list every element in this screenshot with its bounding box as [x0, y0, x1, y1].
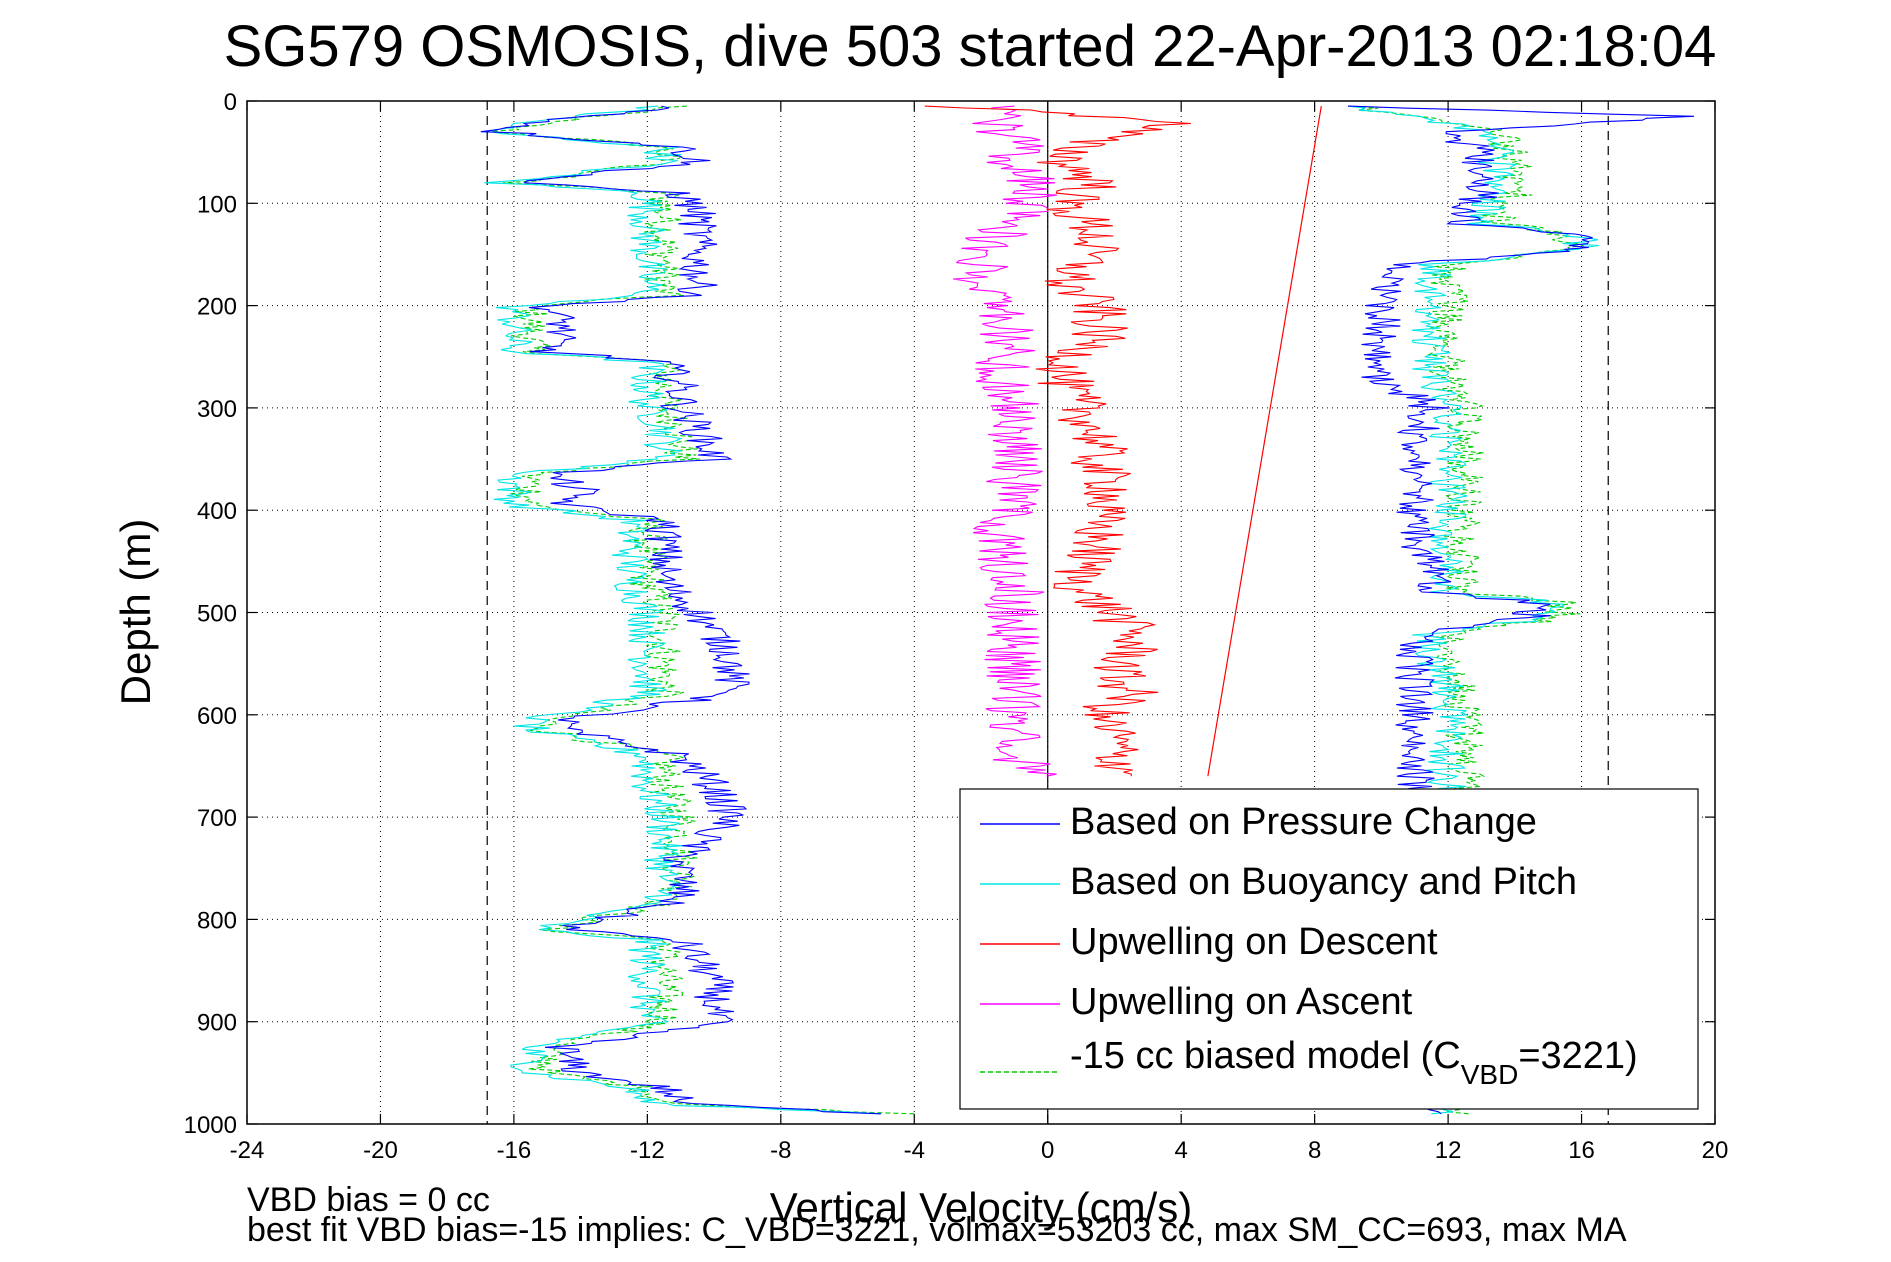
x-tick-label: 20	[1702, 1137, 1729, 1164]
y-tick-label: 700	[197, 805, 237, 832]
legend-label: Based on Pressure Change	[1070, 801, 1537, 843]
legend-label-tail: =3221)	[1518, 1035, 1637, 1077]
x-tick-label: -12	[630, 1137, 665, 1164]
y-axis-label: Depth (m)	[112, 519, 159, 706]
y-tick-label: 900	[197, 1010, 237, 1037]
series-line-based-on-buoyancy-and-pitch-descent	[484, 105, 881, 1115]
x-tick-label: 0	[1041, 1137, 1054, 1164]
x-tick-label: -16	[497, 1137, 532, 1164]
legend-label: Based on Buoyancy and Pitch	[1070, 861, 1577, 903]
legend-label: Upwelling on Ascent	[1070, 981, 1413, 1023]
y-tick-label: 200	[197, 294, 237, 321]
x-tick-label: -24	[230, 1137, 265, 1164]
legend-label: Upwelling on Descent	[1070, 921, 1438, 963]
x-tick-label: 8	[1308, 1137, 1321, 1164]
y-axis-ticks: 0 100 200 300 400 500 600 700 800 900 1000	[184, 89, 1715, 1139]
annotation-layer	[1207, 106, 1322, 777]
series-line-based-on-pressure-change-descent	[480, 105, 881, 1115]
x-tick-label: 12	[1435, 1137, 1462, 1164]
series-line-upwelling-on-descent-descent	[924, 105, 1191, 777]
x-axis-label: Vertical Velocity (cm/s)	[770, 1184, 1192, 1231]
vbd-bias-note: VBD bias = 0 cc	[247, 1181, 490, 1219]
x-tick-label: -4	[904, 1137, 925, 1164]
legend-label-subscript: VBD	[1461, 1059, 1519, 1090]
y-tick-label: 0	[224, 89, 237, 116]
best-fit-note: best fit VBD bias=-15 implies: C_VBD=322…	[247, 1211, 1627, 1249]
series-line-15-cc-biased-model-c-vbd-3221-descent	[484, 105, 915, 1115]
legend-label: -15 cc biased model (CVBD=3221)	[1070, 1035, 1638, 1090]
y-tick-label: 600	[197, 703, 237, 730]
y-tick-label: 1000	[184, 1112, 237, 1139]
y-tick-label: 100	[197, 191, 237, 218]
legend-label-main: -15 cc biased model (C	[1070, 1035, 1461, 1077]
legend-box	[959, 788, 1699, 1110]
model-trend-line	[1207, 106, 1322, 777]
chart-title: SG579 OSMOSIS, dive 503 started 22-Apr-2…	[224, 14, 1717, 79]
x-axis-ticks: -24 -20 -16 -12 -8 -4 0 4 8 12 16 20	[230, 101, 1729, 1164]
x-tick-label: -8	[770, 1137, 791, 1164]
series-line-upwelling-on-ascent-ascent	[953, 105, 1057, 777]
y-tick-label: 300	[197, 396, 237, 423]
y-tick-label: 800	[197, 907, 237, 934]
legend: Based on Pressure Change Based on Buoyanc…	[959, 788, 1699, 1110]
x-tick-label: 4	[1175, 1137, 1188, 1164]
y-tick-label: 500	[197, 601, 237, 628]
x-tick-label: 16	[1568, 1137, 1595, 1164]
y-tick-label: 400	[197, 498, 237, 525]
x-tick-label: -20	[363, 1137, 398, 1164]
